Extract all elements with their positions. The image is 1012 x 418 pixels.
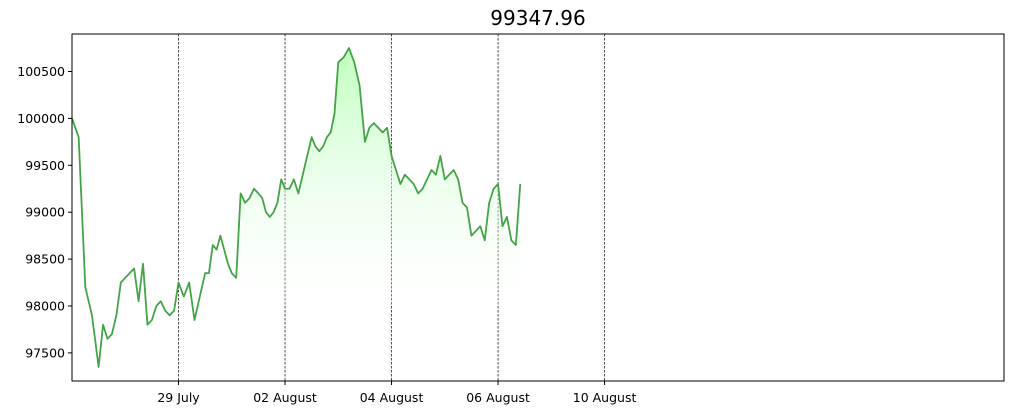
- x-tick-label: 02 August: [253, 390, 317, 405]
- y-tick-label: 99500: [25, 158, 65, 173]
- x-tick-label: 29 July: [157, 390, 200, 405]
- y-tick-label: 100000: [17, 111, 65, 126]
- x-tick-label: 04 August: [360, 390, 424, 405]
- x-tick-label: 06 August: [466, 390, 530, 405]
- plot-area: [72, 47, 522, 368]
- x-tick-label: 10 August: [573, 390, 637, 405]
- plot-frame: [71, 33, 1005, 382]
- y-tick-label: 98000: [25, 298, 65, 313]
- area-fill: [240, 48, 521, 306]
- y-tick-label: 97500: [25, 345, 65, 360]
- chart-title: 99347.96: [490, 6, 585, 30]
- series-line: [72, 47, 522, 368]
- y-tick-label: 99000: [25, 205, 65, 220]
- y-tick-label: 98500: [25, 252, 65, 267]
- y-axis: 97500 98000 98500 99000 99500 100000 100500: [17, 64, 72, 360]
- x-axis: 29 July 02 August 04 August 06 August 10 Aug…: [157, 381, 636, 405]
- y-tick-label: 100500: [17, 64, 65, 79]
